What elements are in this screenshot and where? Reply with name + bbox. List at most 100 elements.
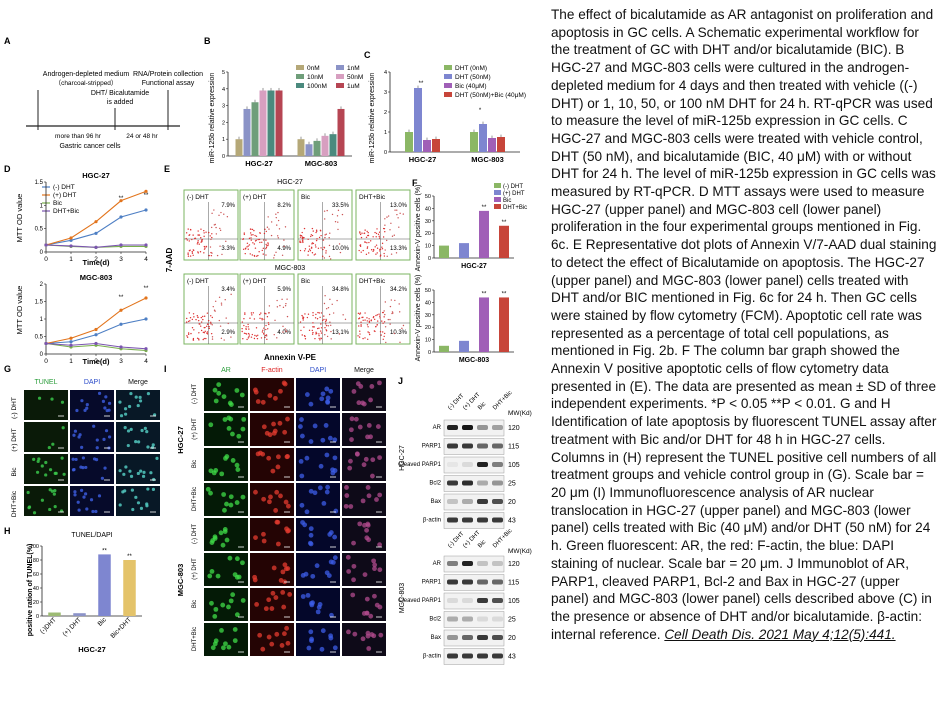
y-tick-label: 0: [384, 150, 387, 156]
flow-dot: [265, 248, 267, 250]
flow-dot: [221, 253, 223, 256]
flow-dot: [208, 327, 210, 330]
cell-nucleus: [312, 490, 318, 496]
flow-dot: [368, 321, 371, 323]
flow-dot: [187, 320, 190, 323]
flow-dot: [262, 239, 265, 241]
cell-nucleus: [124, 412, 128, 416]
cell-nucleus: [61, 426, 65, 430]
flow-dot: [243, 324, 245, 327]
flow-ur-value: 8.2%: [277, 203, 291, 209]
cell-nucleus: [223, 455, 228, 461]
flow-dot: [322, 255, 324, 258]
micrograph-tile: [296, 623, 340, 656]
cell-nucleus: [91, 509, 95, 514]
i-image-grid: AR F-actin DAPI Merge (-) DHT (+) DHT Bic DHT+B…: [192, 367, 386, 656]
flow-dot: [264, 312, 266, 315]
flow-dot: [197, 230, 199, 232]
x-tick-label: 0: [44, 256, 48, 263]
bar: [259, 90, 267, 156]
flow-dot: [323, 318, 325, 321]
cell-nucleus: [253, 489, 258, 495]
flow-dot: [263, 232, 266, 235]
flow-dot: [319, 339, 321, 341]
e-title-top: HGC-27: [277, 179, 303, 186]
cell-nucleus: [260, 399, 266, 405]
flow-dot: [304, 338, 307, 340]
flow-dot: [299, 321, 302, 323]
flow-dot: [312, 331, 314, 334]
flow-dot: [344, 318, 347, 321]
cell-nucleus: [361, 462, 367, 468]
flow-dot: [249, 253, 251, 255]
cell-nucleus: [104, 429, 109, 433]
cell-nucleus: [118, 469, 122, 473]
y-tick-label: 2: [384, 110, 387, 116]
flow-dot: [276, 337, 278, 339]
flow-dot: [208, 254, 210, 257]
flow-dot: [391, 311, 394, 313]
flow-dot: [254, 240, 257, 242]
cell-nucleus: [71, 468, 76, 472]
flow-dot: [379, 317, 381, 319]
protein-band: [462, 653, 473, 659]
a-bottom-label: Gastric cancer cells: [59, 143, 121, 150]
cell-nucleus: [298, 424, 303, 429]
flow-dot: [362, 249, 364, 252]
i-row-label: Bic: [192, 600, 198, 608]
mw-value: 105: [508, 598, 520, 605]
j-top-cell: HGC-27: [399, 445, 406, 471]
cell-nucleus: [377, 380, 382, 386]
flow-ur-value: 13.0%: [390, 203, 408, 209]
band-label: β-actin: [423, 654, 441, 660]
flow-ur-value: 5.9%: [277, 287, 291, 293]
flow-dot: [364, 229, 366, 231]
flow-dot: [325, 323, 327, 325]
flow-dot: [378, 237, 381, 239]
legend-label: (-) DHT: [503, 184, 523, 190]
flow-dot: [211, 212, 213, 215]
mw-header: MW(Kd): [508, 548, 532, 555]
flow-dot: [318, 333, 320, 335]
flow-dot: [372, 248, 375, 251]
flow-dot: [253, 337, 256, 340]
legend-label: (-) DHT: [53, 184, 75, 191]
cell-nucleus: [308, 439, 314, 444]
flow-dot: [383, 316, 385, 318]
cell-nucleus: [317, 485, 323, 491]
y-tick-label: 1: [222, 137, 225, 143]
bar: [337, 108, 345, 156]
cell-nucleus: [78, 433, 82, 437]
cell-nucleus: [62, 472, 66, 476]
flow-dot: [256, 255, 258, 257]
figure-caption: The effect of bicalutamide as AR antagon…: [551, 6, 939, 643]
flow-dot: [368, 252, 370, 254]
flow-dot: [390, 299, 393, 301]
flow-dot: [324, 334, 326, 336]
flow-dot: [330, 324, 332, 326]
cell-nucleus: [134, 440, 138, 444]
flow-dot: [336, 215, 339, 217]
flow-dot: [248, 335, 250, 338]
flow-dot: [357, 312, 360, 315]
flow-dot: [193, 316, 195, 318]
flow-dot: [247, 323, 249, 326]
flow-dot: [220, 304, 223, 306]
cell-nucleus: [44, 460, 48, 465]
flow-dot: [267, 244, 269, 247]
flow-dot: [330, 330, 332, 333]
cell-nucleus: [140, 428, 144, 433]
flow-dot: [207, 319, 210, 322]
flow-dot: [372, 315, 375, 318]
protein-band: [477, 425, 488, 430]
citation-link[interactable]: Cell Death Dis. 2021 May 4;12(5):441.: [664, 626, 896, 642]
flow-dot: [320, 332, 323, 334]
flow-dot: [241, 321, 244, 323]
data-point: [44, 341, 48, 346]
i-row-label: DHT+Bic: [192, 627, 198, 651]
band-label: PARP1: [422, 444, 442, 450]
micrograph-tile: [296, 483, 340, 516]
flow-dot: [198, 323, 200, 325]
cell-nucleus: [378, 632, 384, 638]
y-tick-label: 10: [425, 244, 431, 250]
